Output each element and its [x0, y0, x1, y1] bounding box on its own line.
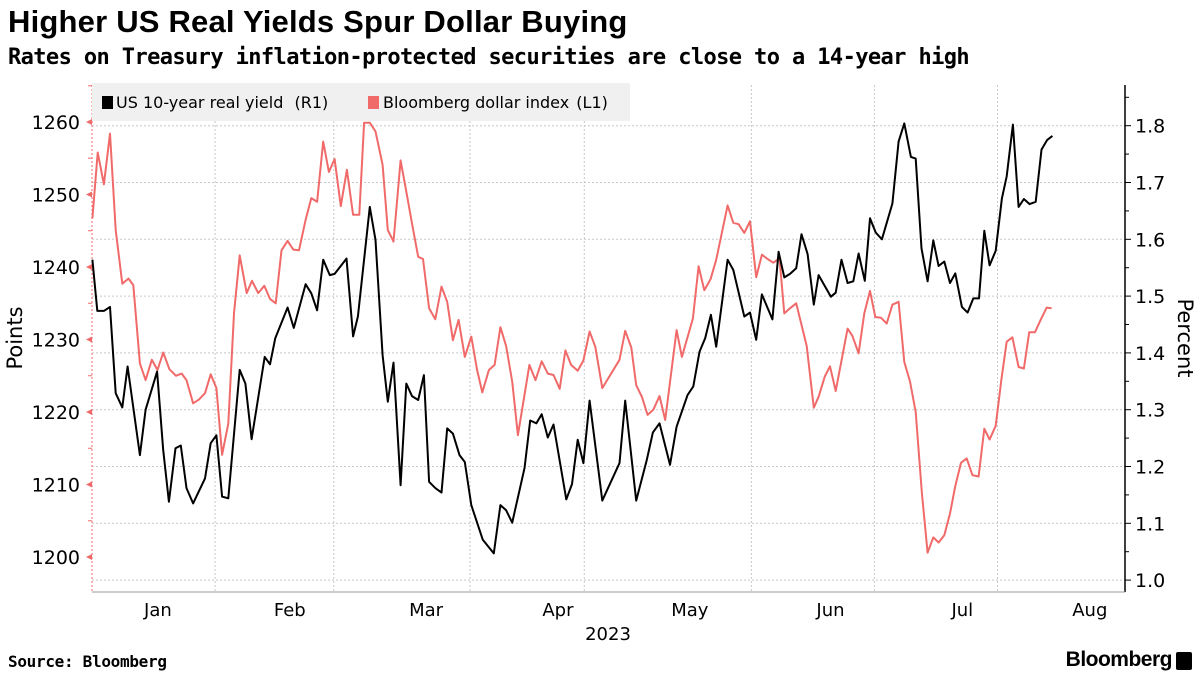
source-note: Source: Bloomberg	[8, 652, 167, 671]
left-axis-tick	[86, 336, 92, 343]
right-axis-tick-label: 1.7	[1135, 173, 1165, 195]
left-axis-tick-label: 1250	[32, 185, 80, 207]
x-axis-tick-label: Feb	[274, 600, 306, 621]
chart-title: Higher US Real Yields Spur Dollar Buying	[8, 4, 628, 39]
left-axis-title: Points	[3, 306, 27, 369]
x-axis-tick-label: Mar	[409, 600, 444, 621]
right-axis-tick-label: 1.0	[1135, 570, 1165, 592]
left-axis-tick-label: 1230	[32, 330, 80, 352]
series-lines	[91, 121, 1054, 555]
axes: 1.0 1.1 1.2 1.3 1.4 1.5 1.6 1.7 1.8 1200 1210 1220 1…	[32, 85, 1165, 621]
left-axis-tick	[86, 409, 92, 415]
legend-swatch-dollar-index	[368, 96, 379, 109]
right-axis-tick-label: 1.8	[1135, 116, 1165, 138]
left-axis-tick	[86, 191, 92, 198]
chart-subtitle: Rates on Treasury inflation-protected se…	[8, 45, 970, 70]
right-axis-tick-label: 1.1	[1135, 513, 1165, 535]
right-axis-tick-label: 1.4	[1135, 343, 1165, 365]
left-axis-tick-label: 1210	[32, 475, 80, 497]
left-axis-tick	[86, 264, 92, 270]
right-axis-tick-label: 1.5	[1135, 286, 1165, 308]
x-axis-tick-label: Jul	[950, 600, 973, 621]
legend-label-dollar-index: Bloomberg dollar index (L1)	[383, 93, 608, 112]
left-axis-tick-label: 1200	[32, 547, 80, 569]
bloomberg-logo: Bloomberg	[1065, 648, 1173, 671]
left-axis-tick	[86, 481, 92, 488]
x-axis-tick-label: Aug	[1072, 600, 1107, 621]
left-axis-tick-label: 1260	[32, 112, 80, 134]
legend: US 10-year real yield (R1) Bloomberg dol…	[92, 83, 630, 121]
x-axis-tick-label: May	[671, 600, 709, 621]
right-axis-tick-label: 1.2	[1135, 457, 1165, 479]
x-axis-tick-label: Apr	[542, 600, 574, 621]
right-axis-tick-label: 1.3	[1135, 400, 1165, 422]
left-axis-tick	[86, 554, 92, 560]
legend-label-real-yield: US 10-year real yield (R1)	[116, 93, 328, 112]
x-axis-tick-label: Jan	[143, 600, 172, 621]
gridlines	[92, 85, 1125, 592]
left-axis-tick-label: 1240	[32, 257, 80, 279]
left-axis-tick	[86, 119, 92, 125]
bloomberg-chart-icon	[1176, 652, 1192, 670]
x-axis-title: 2023	[585, 624, 631, 645]
series-line-dollar-index	[91, 121, 1052, 554]
right-axis-title: Percent	[1173, 298, 1197, 377]
series-line-real-yield	[91, 122, 1054, 555]
right-axis-tick-label: 1.6	[1135, 229, 1165, 251]
legend-swatch-real-yield	[102, 96, 113, 109]
x-axis-tick-label: Jun	[815, 600, 844, 621]
legend-background	[92, 83, 630, 121]
left-axis-tick-label: 1220	[32, 402, 80, 424]
